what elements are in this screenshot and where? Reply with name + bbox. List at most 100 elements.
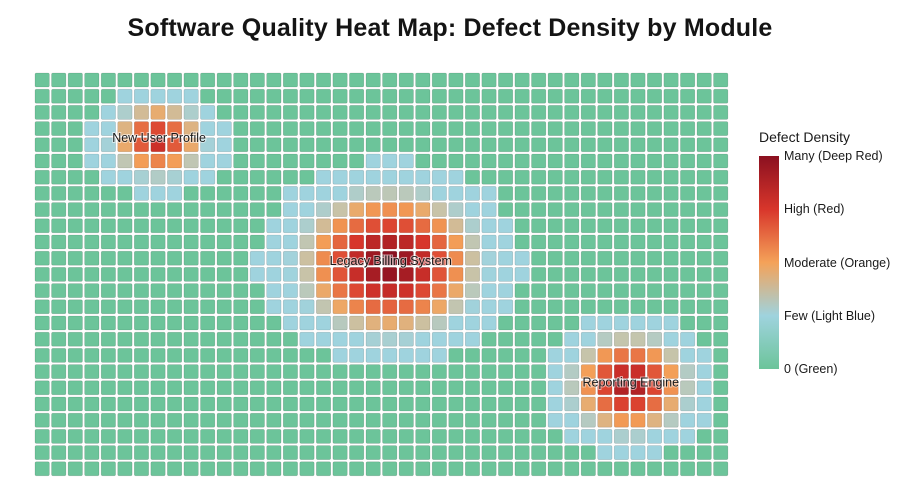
heatmap-cell [398, 315, 414, 331]
heatmap-cell [299, 380, 315, 396]
heatmap-cell [696, 137, 712, 153]
heatmap-cell [84, 202, 100, 217]
heatmap-cell [167, 121, 183, 136]
heatmap-cell [183, 121, 199, 136]
heatmap-cell [696, 267, 712, 282]
heatmap-cell [117, 234, 133, 250]
heatmap-cell [663, 348, 679, 363]
heatmap-cell [282, 348, 298, 363]
heatmap-cell [398, 153, 414, 169]
heatmap-cell [183, 429, 199, 444]
heatmap-cell [216, 250, 232, 266]
heatmap-cell [514, 445, 530, 460]
heatmap-cell [365, 283, 381, 298]
heatmap-cell [630, 186, 646, 201]
heatmap-cell [299, 234, 315, 250]
heatmap-cell [514, 461, 530, 477]
heatmap-cell [233, 364, 249, 379]
heatmap-cell [564, 202, 580, 217]
heatmap-cell [713, 267, 729, 282]
heatmap-cell [597, 250, 613, 266]
heatmap-cell [100, 137, 116, 153]
heatmap-cell [349, 72, 365, 88]
heatmap-cell [134, 186, 149, 201]
heatmap-cell [680, 412, 696, 428]
heatmap-cell [150, 283, 166, 298]
heatmap-cell [696, 461, 712, 477]
heatmap-cell [613, 364, 629, 379]
heatmap-cell [531, 396, 547, 412]
heatmap-cell [167, 250, 183, 266]
heatmap-cell [167, 186, 183, 201]
heatmap-cell [233, 137, 249, 153]
heatmap-cell [150, 105, 166, 120]
heatmap-cell [216, 396, 232, 412]
heatmap-cell [448, 234, 464, 250]
heatmap-cell [299, 331, 315, 347]
heatmap-cell [349, 429, 365, 444]
heatmap-cell [34, 445, 50, 460]
heatmap-cell [514, 202, 530, 217]
heatmap-cell [332, 105, 348, 120]
heatmap-cell [514, 315, 530, 331]
heatmap-cell [498, 412, 514, 428]
heatmap-cell [415, 267, 431, 282]
heatmap-cell [282, 267, 298, 282]
heatmap-cell [498, 72, 514, 88]
heatmap-cell [332, 412, 348, 428]
heatmap-cell [332, 234, 348, 250]
heatmap-cell [216, 445, 232, 460]
heatmap-cell [150, 461, 166, 477]
heatmap-cell [464, 299, 480, 315]
heatmap-cell [382, 250, 398, 266]
heatmap-cell [448, 348, 464, 363]
heatmap-cell [332, 153, 348, 169]
heatmap-cell [547, 445, 563, 460]
heatmap-cell [680, 218, 696, 234]
heatmap-cell [134, 169, 149, 185]
heatmap-cell [349, 364, 365, 379]
heatmap-cell [316, 364, 332, 379]
heatmap-cell [580, 250, 596, 266]
heatmap-cell [316, 137, 332, 153]
heatmap-cell [233, 412, 249, 428]
heatmap-cell [134, 380, 149, 396]
heatmap-cell [84, 186, 100, 201]
heatmap-cell [415, 380, 431, 396]
heatmap-cell [498, 331, 514, 347]
heatmap-cell [448, 153, 464, 169]
heatmap-cell [349, 445, 365, 460]
heatmap-cell [398, 461, 414, 477]
heatmap-cell [514, 364, 530, 379]
heatmap-cell [183, 380, 199, 396]
heatmap-cell [100, 153, 116, 169]
heatmap-cell [216, 169, 232, 185]
heatmap-cell [696, 331, 712, 347]
heatmap-cell [183, 186, 199, 201]
heatmap-cell [696, 234, 712, 250]
heatmap-cell [597, 153, 613, 169]
heatmap-cell [531, 380, 547, 396]
heatmap-cell [266, 186, 282, 201]
heatmap-cell [51, 153, 67, 169]
heatmap-cell [647, 461, 662, 477]
heatmap-cell [266, 461, 282, 477]
module-label-reporting-engine: Reporting Engine [582, 376, 679, 390]
heatmap-cell [84, 283, 100, 298]
heatmap-cell [580, 169, 596, 185]
heatmap-cell [464, 380, 480, 396]
heatmap-cell [249, 331, 265, 347]
heatmap-cell [514, 396, 530, 412]
heatmap-cell [67, 445, 83, 460]
heatmap-cell [498, 202, 514, 217]
heatmap-cell [431, 121, 447, 136]
heatmap-cell [498, 348, 514, 363]
heatmap-cell [415, 218, 431, 234]
heatmap-cell [332, 380, 348, 396]
heatmap-cell [382, 186, 398, 201]
heatmap-cell [696, 105, 712, 120]
heatmap-cell [150, 267, 166, 282]
heatmap-cell [266, 218, 282, 234]
heatmap-cell [183, 445, 199, 460]
heatmap-cell [498, 364, 514, 379]
